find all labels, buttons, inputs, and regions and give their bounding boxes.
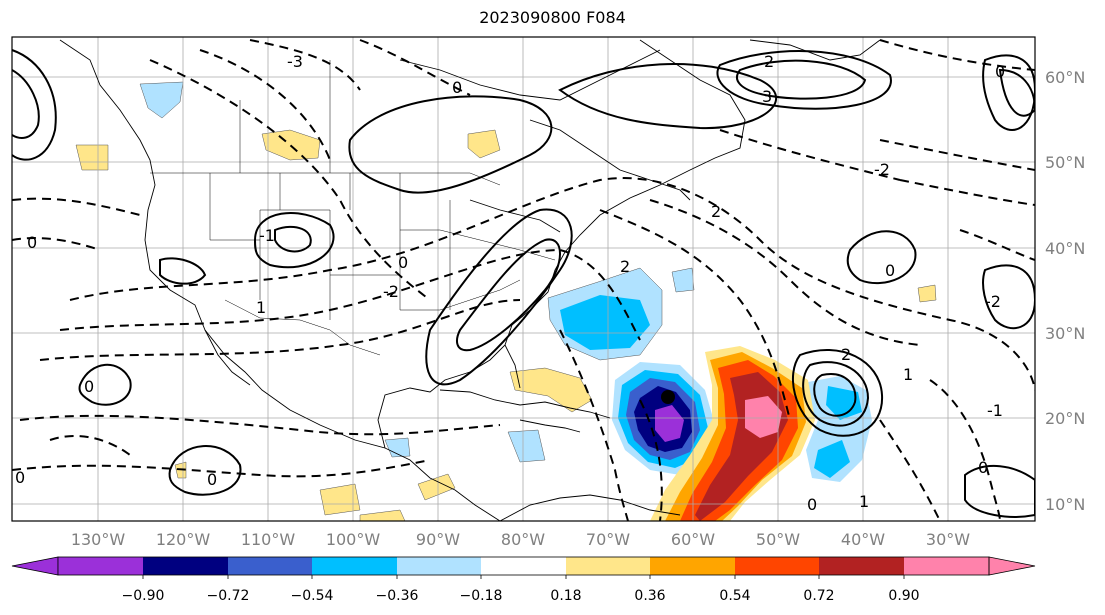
lat-label: 10°N [1045, 495, 1085, 514]
contour-label: -2 [874, 160, 890, 179]
lon-label: 90°W [416, 530, 460, 549]
contour-label: 0 [27, 233, 37, 252]
lon-label: 130°W [71, 530, 126, 549]
contour-label: 0 [15, 468, 25, 487]
colorbar-segment [819, 557, 904, 575]
contour-label: 1 [859, 492, 869, 511]
contour-label: 2 [711, 202, 721, 221]
contour-label: 1 [903, 365, 913, 384]
map-area: -3 0 3 2 -2 0 -2 1 -1 2 2 2 1 0 1 0 0 0 … [12, 37, 1035, 521]
colorbar [11, 556, 1036, 579]
colorbar-tick-label: −0.72 [207, 588, 250, 604]
colorbar-tick-label: −0.18 [460, 588, 503, 604]
colorbar-tick-label: −0.90 [122, 588, 165, 604]
lon-label: 120°W [156, 530, 211, 549]
colorbar-segment [143, 557, 228, 575]
contours-solid [12, 49, 1035, 518]
contour-label: -1 [987, 401, 1003, 420]
colorbar-segment [650, 557, 735, 575]
lon-label: 80°W [501, 530, 545, 549]
contour-label: 2 [620, 257, 630, 276]
contour-label: 0 [995, 62, 1005, 81]
contour-label: 2 [841, 345, 851, 364]
colorbar-tick-label: 0.36 [634, 588, 665, 604]
map-title: 2023090800 F084 [479, 8, 626, 27]
shaded-anomalies [75, 81, 937, 521]
contour-label: -2 [383, 282, 399, 301]
contour-label: 3 [762, 87, 772, 106]
colorbar-tick-label: 0.18 [550, 588, 581, 604]
storm-center-marker [661, 390, 675, 404]
contour-label: 0 [452, 78, 462, 97]
contour-label: -2 [985, 292, 1001, 311]
latitude-labels: 60°N 50°N 40°N 30°N 20°N 10°N [1045, 68, 1085, 514]
political-borders [150, 60, 556, 356]
contour-label: 0 [84, 377, 94, 396]
lon-label: 40°W [841, 530, 885, 549]
colorbar-tick-labels: −0.90 −0.72 −0.54 −0.36 −0.18 0.18 0.36 … [122, 588, 920, 604]
lat-label: 60°N [1045, 68, 1085, 87]
colorbar-segment [481, 557, 566, 575]
contour-label: 0 [807, 495, 817, 514]
contour-label: -3 [287, 52, 303, 71]
lat-label: 40°N [1045, 239, 1085, 258]
colorbar-tick-label: −0.36 [376, 588, 419, 604]
colorbar-segment [566, 557, 650, 575]
lon-label: 30°W [926, 530, 970, 549]
colorbar-segment [735, 557, 819, 575]
colorbar-segment [228, 557, 312, 575]
contour-label: -1 [259, 226, 275, 245]
colorbar-segment [397, 557, 481, 575]
colorbar-segment [58, 557, 143, 575]
colorbar-extend-high [988, 556, 1036, 576]
lon-label: 60°W [671, 530, 715, 549]
colorbar-extend-low [11, 556, 59, 576]
contour-labels: -3 0 3 2 -2 0 -2 1 -1 2 2 2 1 0 1 0 0 0 … [15, 52, 1005, 514]
lon-label: 110°W [241, 530, 296, 549]
lon-label: 50°W [756, 530, 800, 549]
lon-label: 100°W [326, 530, 381, 549]
colorbar-frame [57, 556, 990, 576]
contour-label: 2 [764, 52, 774, 71]
contour-label: 0 [978, 458, 988, 477]
longitude-labels: 130°W 120°W 110°W 100°W 90°W 80°W 70°W 6… [71, 530, 970, 549]
graticule [12, 37, 1035, 521]
contour-label: 0 [398, 253, 408, 272]
lat-label: 30°N [1045, 324, 1085, 343]
lon-label: 70°W [586, 530, 630, 549]
colorbar-tick-label: 0.72 [803, 588, 834, 604]
colorbar-tick-label: −0.54 [291, 588, 334, 604]
colorbar-tick-label: 0.90 [888, 588, 919, 604]
contour-label: 0 [885, 261, 895, 280]
contour-label: 1 [256, 298, 266, 317]
map-frame [11, 36, 1036, 522]
colorbar-segment [904, 557, 989, 575]
contour-label: 0 [207, 470, 217, 489]
lat-label: 50°N [1045, 153, 1085, 172]
colorbar-segment [312, 557, 397, 575]
lat-label: 20°N [1045, 409, 1085, 428]
colorbar-tick-label: 0.54 [719, 588, 750, 604]
contours-dashed [12, 39, 1035, 521]
